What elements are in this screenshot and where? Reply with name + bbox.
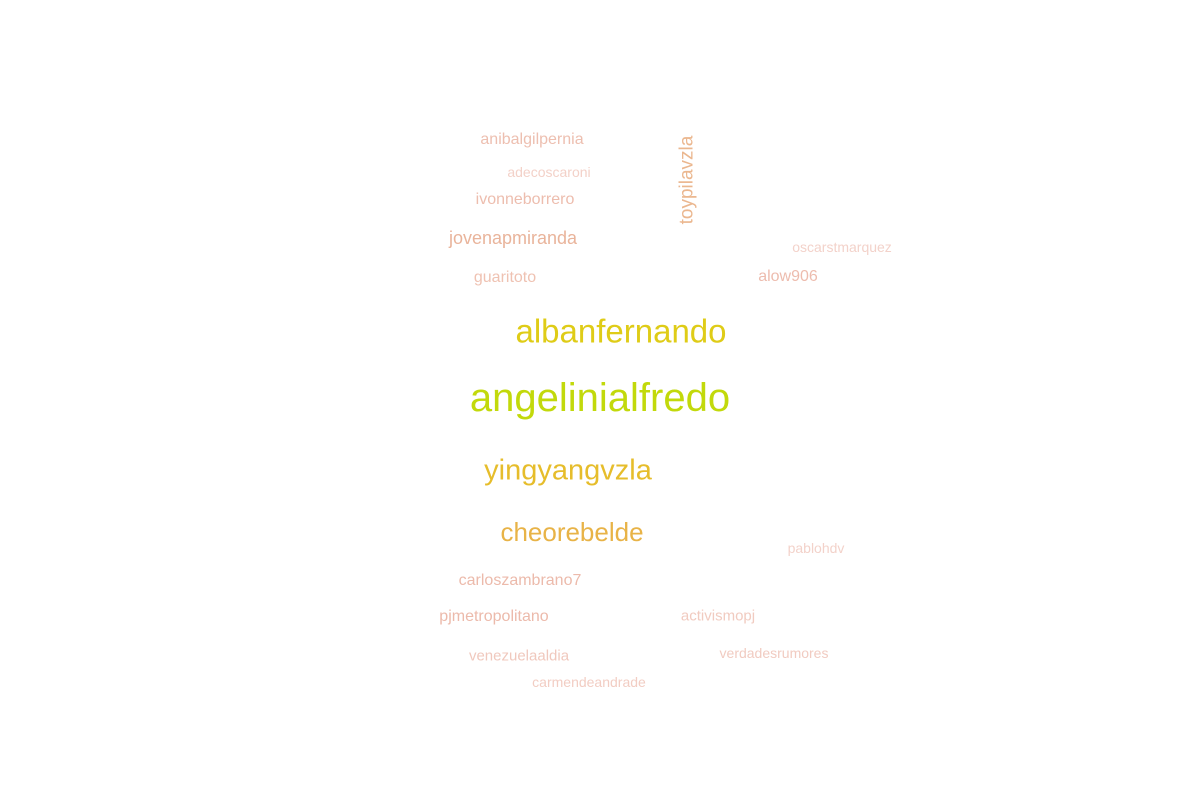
- word-yingyangvzla: yingyangvzla: [484, 454, 652, 487]
- word-venezuelaaldia: venezuelaaldia: [468, 647, 570, 665]
- word-oscarstmarquez: oscarstmarquez: [792, 239, 892, 255]
- word-verdadesrumores: verdadesrumores: [719, 645, 829, 661]
- word-angelinialfredo: angelinialfredo: [469, 376, 731, 420]
- word-pablohdv: pablohdv: [787, 540, 845, 556]
- word-alow906: alow906: [758, 268, 818, 285]
- word-carmendeandrade: carmendeandrade: [532, 674, 646, 690]
- word-carloszambrano7: carloszambrano7: [458, 572, 582, 589]
- word-guaritoto: guaritoto: [473, 269, 537, 286]
- word-ivonneborrero: ivonneborrero: [475, 191, 575, 208]
- word-anibalgilpernia: anibalgilpernia: [480, 131, 584, 148]
- word-adecoscaroni: adecoscaroni: [507, 164, 591, 180]
- word-activismopj: activismopj: [680, 607, 756, 625]
- word-toypilavzla: toypilavzla: [676, 135, 698, 225]
- word-albanfernando: albanfernando: [515, 312, 727, 350]
- word-jovenapmiranda: jovenapmiranda: [448, 228, 578, 248]
- word-pjmetropolitano: pjmetropolitano: [439, 608, 549, 625]
- word-cheorebelde: cheorebelde: [500, 517, 644, 547]
